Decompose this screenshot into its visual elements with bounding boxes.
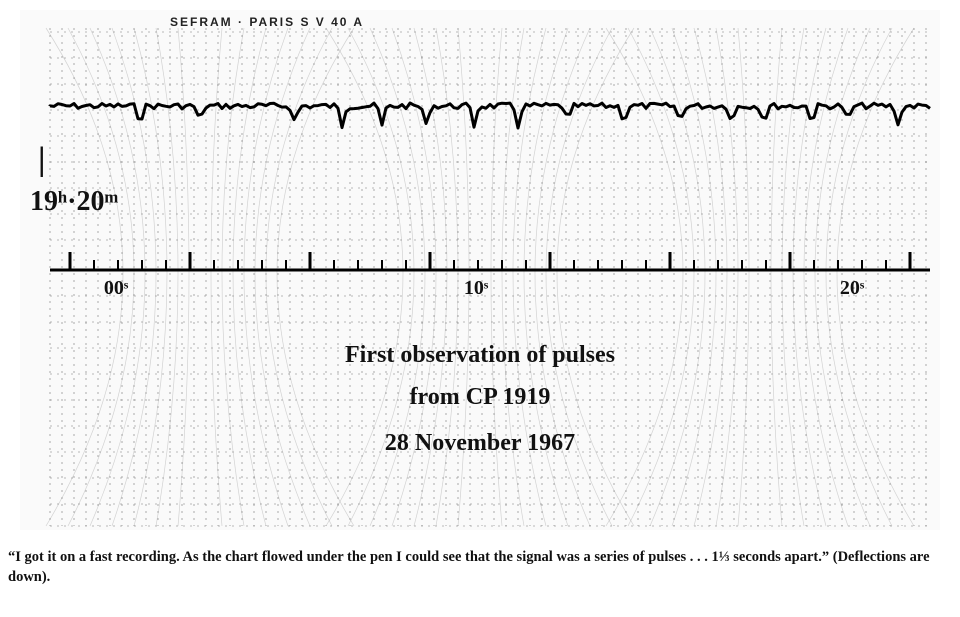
figure-caption: “I got it on a fast recording. As the ch… xyxy=(8,548,952,587)
time-tick-mark: | xyxy=(38,141,46,178)
axis-label: 20ˢ xyxy=(840,277,865,299)
caption-text: “I got it on a fast recording. As the ch… xyxy=(8,549,930,585)
time-label: 19ʰ·20ᵐ xyxy=(30,186,118,217)
chart-recorder-strip: SEFRAM · PARIS S V 40 A | 19ʰ·20ᵐ 00ˢ 10ˢ 20ˢ… xyxy=(20,10,940,530)
axis-label: 10ˢ xyxy=(464,277,489,299)
annotation-line1: First observation of pulses xyxy=(345,342,615,368)
annotation-line3: 28 November 1967 xyxy=(385,430,575,456)
recorder-brand: SEFRAM · PARIS S V 40 A xyxy=(170,15,364,29)
axis-label: 00ˢ xyxy=(104,277,129,299)
chart-svg: SEFRAM · PARIS S V 40 A | 19ʰ·20ᵐ 00ˢ 10ˢ 20ˢ… xyxy=(20,10,940,530)
annotation-line2: from CP 1919 xyxy=(410,384,551,410)
